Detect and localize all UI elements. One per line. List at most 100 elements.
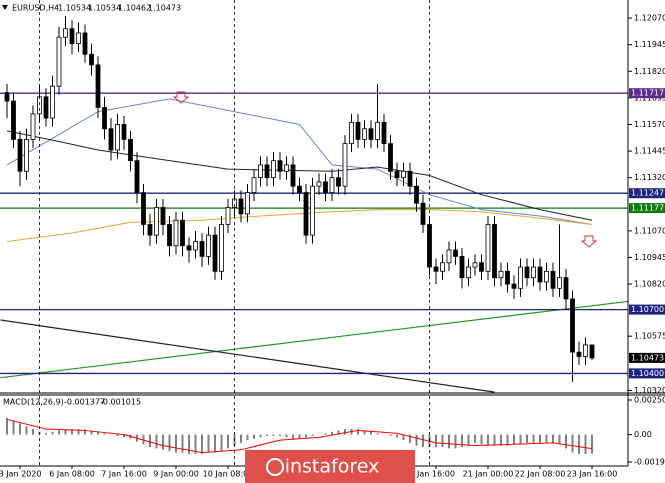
menu-triangle: [2, 5, 8, 10]
candle-body: [355, 121, 361, 140]
level-label: 1.10700: [631, 305, 664, 314]
y-tick-label: 1.10320: [634, 386, 665, 395]
x-tick-label: 21 Jan 00:00: [463, 470, 514, 479]
level-label-box: [629, 88, 665, 99]
y-tick-label: 1.11445: [634, 147, 665, 156]
candle-body: [485, 224, 491, 272]
macd-header: -0.001015: [100, 398, 141, 407]
candle-body: [193, 241, 198, 251]
candle-body: [4, 92, 10, 102]
level-label: 1.10400: [631, 369, 664, 378]
candle-body: [407, 170, 413, 187]
candle-body: [414, 185, 419, 204]
candle-body: [589, 344, 595, 359]
y-tick-label: 1.11820: [634, 67, 665, 76]
trendline: [0, 300, 628, 379]
y-tick-label: 1.12070: [634, 14, 665, 23]
candle-body: [121, 124, 127, 140]
candle-body: [544, 270, 549, 283]
watermark: instaforex: [285, 456, 380, 478]
candle-body: [401, 170, 406, 179]
candle-body: [180, 219, 185, 247]
candle-body: [323, 181, 328, 193]
x-tick-label: Jan 16:00: [416, 470, 455, 479]
candle-body: [492, 224, 497, 279]
header-text: 1.10534: [88, 4, 121, 13]
candle-body: [336, 177, 341, 187]
macd-tick-label: -0.001982: [634, 458, 665, 467]
header-text: 1.10462: [118, 4, 151, 13]
down-arrow: [172, 91, 190, 104]
candle-body: [375, 121, 380, 140]
candle-body: [310, 185, 315, 236]
candle-body: [245, 192, 250, 215]
candle-body: [69, 28, 75, 45]
candle-body: [329, 177, 335, 193]
candle-body: [420, 202, 426, 225]
candle-body: [498, 270, 504, 279]
y-tick-label: 1.11070: [634, 226, 665, 235]
candle-body: [225, 207, 231, 225]
level-label: 1.11247: [631, 189, 664, 198]
candle-body: [50, 85, 55, 119]
candle-body: [212, 234, 218, 272]
candle-body: [43, 96, 49, 119]
candle-body: [440, 262, 445, 272]
candle-body: [102, 107, 107, 130]
candle-body: [251, 177, 257, 193]
candle-body: [505, 270, 510, 285]
level-label-box: [629, 304, 665, 315]
candle-body: [134, 160, 140, 193]
macd-signal: [6, 418, 593, 454]
candle-body: [524, 266, 530, 279]
candle-body: [511, 283, 517, 289]
macd-tick-label: 0.00: [634, 430, 652, 439]
candle-body: [264, 164, 270, 179]
candle-body: [446, 249, 452, 264]
candle-body: [238, 198, 244, 215]
candle-body: [206, 234, 211, 257]
candle-body: [108, 128, 114, 151]
candle-body: [154, 207, 159, 236]
candle-body: [24, 138, 29, 172]
candle-body: [381, 121, 387, 145]
moving-average: [6, 209, 593, 242]
candle-body: [342, 143, 348, 187]
candle-body: [115, 124, 120, 151]
axes: 1.120701.119451.118201.116951.115701.114…: [0, 14, 665, 479]
candle-body: [466, 266, 471, 279]
level-label: 1.11177: [631, 204, 664, 213]
candle-body: [368, 128, 374, 140]
candle-body: [576, 351, 582, 357]
candle-body: [388, 143, 393, 172]
candle-body: [95, 64, 101, 108]
candle-body: [271, 160, 276, 179]
macd-header: MACD(12,26,9): [3, 398, 64, 407]
candle-body: [303, 192, 309, 236]
candle-body: [76, 32, 81, 45]
candle-body: [531, 266, 536, 279]
candle-body: [141, 192, 146, 225]
candle-body: [147, 224, 153, 236]
candle-body: [583, 344, 588, 357]
x-tick-label: 7 Jan 16:00: [101, 470, 147, 479]
macd-tick-label: 0.002501: [634, 396, 665, 405]
candle-body: [63, 28, 68, 38]
candle-body: [219, 224, 224, 272]
candle-body: [297, 185, 302, 193]
current-price-box: [629, 352, 665, 363]
candle-body: [258, 164, 263, 179]
candle-body: [459, 255, 465, 279]
candle-body: [160, 207, 166, 225]
x-tick-label: 9 Jan 00:00: [153, 470, 199, 479]
x-tick-label: 23 Jan 16:00: [567, 470, 618, 479]
candle-body: [316, 181, 322, 187]
candle-body: [128, 138, 133, 162]
candle-body: [186, 245, 192, 251]
candle-body: [199, 241, 205, 257]
header-text: 1.10534: [58, 4, 91, 13]
x-tick-label: 10 Jan 08:00: [203, 470, 254, 479]
